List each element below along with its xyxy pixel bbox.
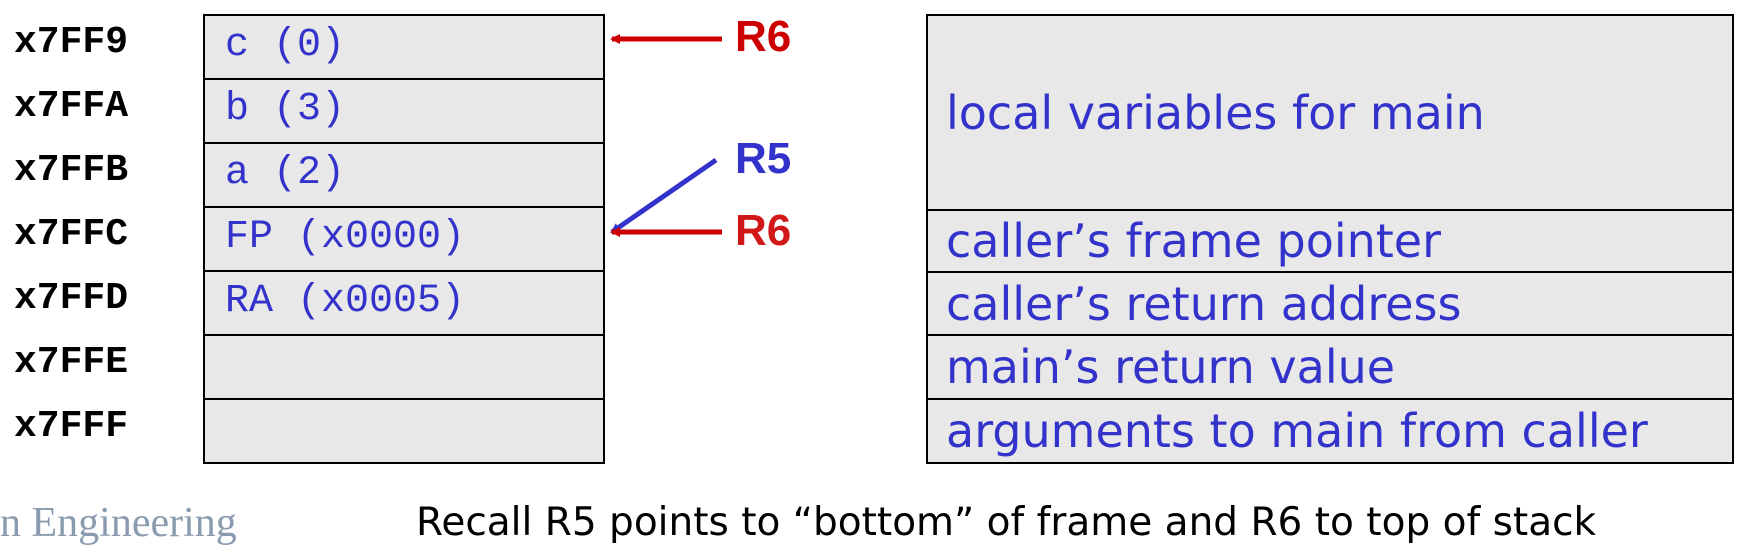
stack-frame-layout: local variables for main caller’s frame … [926, 14, 1734, 464]
r5-arrow [610, 157, 718, 235]
frame-region-arguments: arguments to main from caller [946, 404, 1648, 458]
stack-slot-ra: RA (x0005) [205, 272, 603, 336]
stack-slot-a: a (2) [205, 144, 603, 208]
address-x7FFB: x7FFB [14, 149, 129, 192]
stack-slot-empty-1 [205, 336, 603, 400]
address-x7FFF: x7FFF [14, 405, 129, 448]
caption: Recall R5 points to “bottom” of frame an… [416, 500, 1597, 545]
address-x7FFC: x7FFC [14, 213, 129, 256]
frame-region-caller-ra: caller’s return address [928, 273, 1732, 336]
engineering-logo: n Engineering [0, 500, 237, 546]
address-x7FF9: x7FF9 [14, 21, 129, 64]
r6-old-label: R6 [735, 206, 792, 255]
r5-label: R5 [735, 134, 792, 183]
address-x7FFE: x7FFE [14, 341, 129, 384]
stack-memory: c (0) b (3) a (2) FP (x0000) RA (x0005) [203, 14, 605, 464]
frame-region-return-value: main’s return value [928, 336, 1732, 400]
stack-slot-b: b (3) [205, 80, 603, 144]
r6-top-label: R6 [735, 12, 792, 61]
address-x7FFA: x7FFA [14, 85, 129, 128]
frame-region-caller-fp: caller’s frame pointer [928, 211, 1732, 273]
stack-slot-c: c (0) [205, 16, 603, 80]
stack-slot-fp: FP (x0000) [205, 208, 603, 272]
frame-region-locals: local variables for main [928, 16, 1732, 211]
address-x7FFD: x7FFD [14, 277, 129, 320]
